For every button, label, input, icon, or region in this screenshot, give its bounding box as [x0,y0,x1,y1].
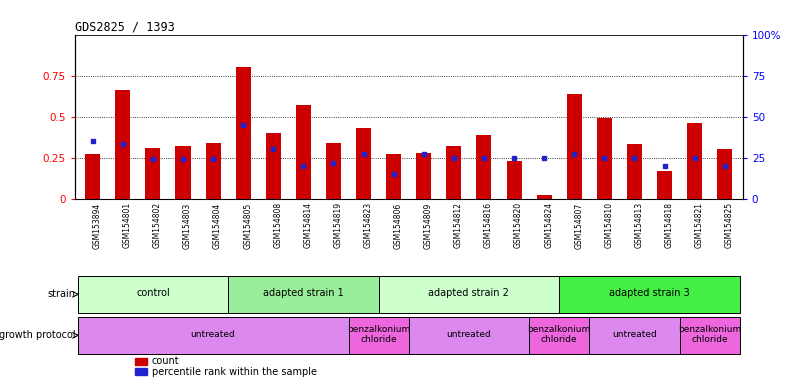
Text: GSM154823: GSM154823 [364,202,373,248]
Bar [506,161,522,199]
Bar [135,368,147,375]
Bar [559,276,740,313]
Text: adapted strain 1: adapted strain 1 [263,288,343,298]
Text: GDS2825 / 1393: GDS2825 / 1393 [75,20,174,33]
Text: adapted strain 2: adapted strain 2 [428,288,509,298]
Bar [175,146,190,199]
Text: growth protocol: growth protocol [0,330,75,340]
Bar [228,276,379,313]
Text: GSM154818: GSM154818 [664,202,674,248]
Text: GSM154809: GSM154809 [424,202,433,248]
Text: adapted strain 3: adapted strain 3 [609,288,690,298]
Bar [417,153,432,199]
Text: GSM154816: GSM154816 [484,202,493,248]
Bar [409,317,529,354]
Text: GSM154825: GSM154825 [725,202,733,248]
Bar [476,135,491,199]
Text: GSM154802: GSM154802 [153,202,162,248]
Text: untreated: untreated [191,330,236,339]
Bar [116,90,130,199]
Text: GSM153894: GSM153894 [93,202,101,248]
Bar [326,143,341,199]
Text: benzalkonium
chloride: benzalkonium chloride [347,325,410,344]
Bar [687,123,702,199]
Bar [78,276,228,313]
Text: GSM154810: GSM154810 [604,202,613,248]
Bar [657,171,672,199]
Text: percentile rank within the sample: percentile rank within the sample [152,367,317,377]
Bar [266,133,281,199]
Bar [296,105,311,199]
Text: GSM154814: GSM154814 [303,202,312,248]
Text: GSM154807: GSM154807 [575,202,583,248]
Text: untreated: untreated [612,330,657,339]
Text: GSM154821: GSM154821 [695,202,703,248]
Bar [529,317,590,354]
Text: GSM154801: GSM154801 [123,202,132,248]
Text: GSM154804: GSM154804 [213,202,222,248]
Bar [135,358,147,365]
Bar [85,154,101,199]
Text: benzalkonium
chloride: benzalkonium chloride [678,325,741,344]
Bar [145,148,160,199]
Bar [236,67,251,199]
Bar [590,317,680,354]
Bar [567,94,582,199]
Bar [446,146,461,199]
Bar [356,128,371,199]
Bar [348,317,409,354]
Text: untreated: untreated [446,330,491,339]
Text: count: count [152,356,179,366]
Text: benzalkonium
chloride: benzalkonium chloride [527,325,591,344]
Text: GSM154819: GSM154819 [333,202,343,248]
Text: strain: strain [47,289,75,299]
Bar [537,195,552,199]
Text: GSM154820: GSM154820 [514,202,523,248]
Text: GSM154805: GSM154805 [243,202,252,248]
Text: control: control [136,288,170,298]
Text: GSM154808: GSM154808 [274,202,282,248]
Bar [379,276,559,313]
Text: GSM154812: GSM154812 [454,202,463,248]
Bar [78,317,348,354]
Bar [597,118,612,199]
Bar [206,143,221,199]
Bar [627,144,642,199]
Text: GSM154813: GSM154813 [634,202,644,248]
Bar [386,154,401,199]
Bar [680,317,740,354]
Text: GSM154824: GSM154824 [544,202,553,248]
Text: GSM154806: GSM154806 [394,202,402,248]
Text: GSM154803: GSM154803 [183,202,192,248]
Bar [717,149,733,199]
